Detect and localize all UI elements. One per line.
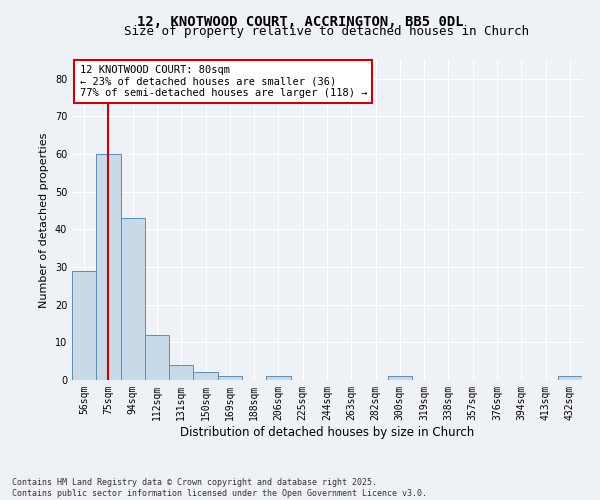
Bar	[72, 271, 96, 380]
Bar	[169, 365, 193, 380]
Bar	[388, 376, 412, 380]
Text: 12, KNOTWOOD COURT, ACCRINGTON, BB5 0DL: 12, KNOTWOOD COURT, ACCRINGTON, BB5 0DL	[137, 15, 463, 29]
Bar	[193, 372, 218, 380]
Text: 12 KNOTWOOD COURT: 80sqm
← 23% of detached houses are smaller (36)
77% of semi-d: 12 KNOTWOOD COURT: 80sqm ← 23% of detach…	[80, 65, 367, 98]
Bar	[558, 376, 582, 380]
Bar	[218, 376, 242, 380]
Y-axis label: Number of detached properties: Number of detached properties	[39, 132, 49, 308]
Bar	[145, 335, 169, 380]
Bar	[266, 376, 290, 380]
Bar	[96, 154, 121, 380]
X-axis label: Distribution of detached houses by size in Church: Distribution of detached houses by size …	[180, 426, 474, 438]
Bar	[121, 218, 145, 380]
Text: Contains HM Land Registry data © Crown copyright and database right 2025.
Contai: Contains HM Land Registry data © Crown c…	[12, 478, 427, 498]
Title: Size of property relative to detached houses in Church: Size of property relative to detached ho…	[125, 25, 530, 38]
